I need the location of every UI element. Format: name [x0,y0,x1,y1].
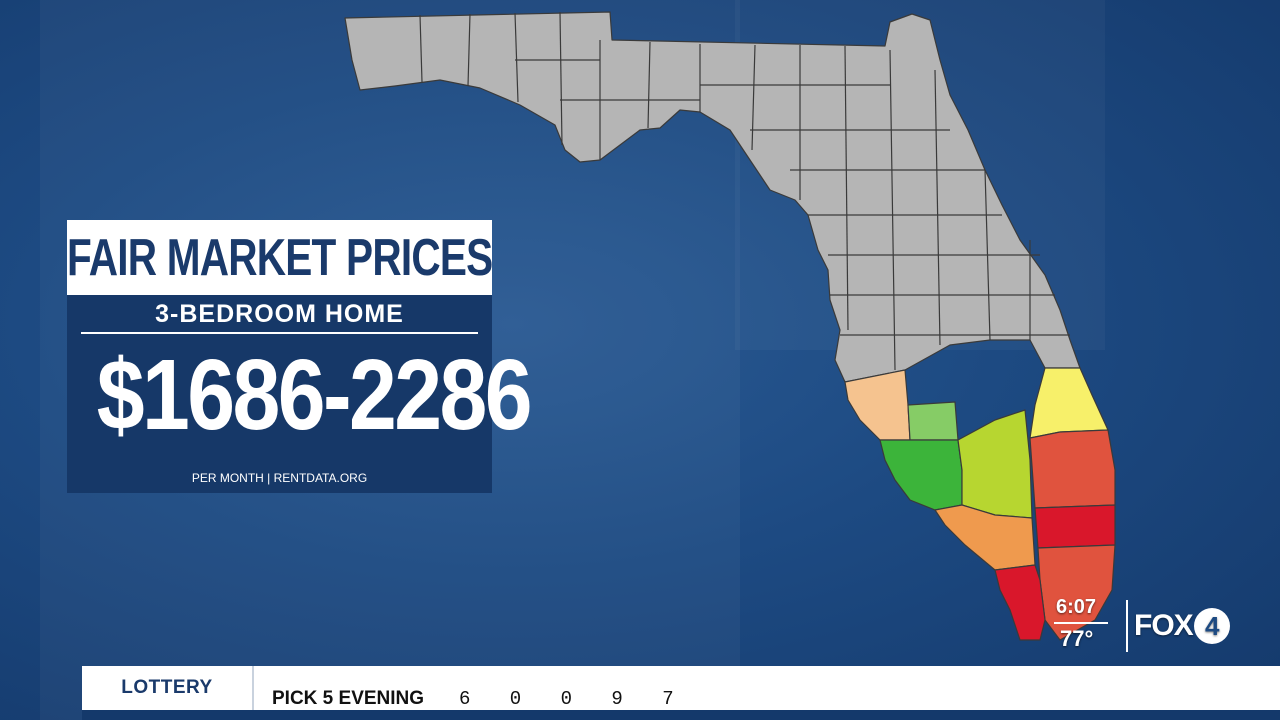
graphic-title: FAIR MARKET PRICES [66,228,493,287]
county-red-orange-north [1029,429,1116,509]
divider [81,332,478,334]
logo-number: 4 [1193,608,1230,644]
fair-market-graphic: FAIR MARKET PRICES 3-BEDROOM HOME $1686-… [66,220,533,493]
logo-text: FOX [1134,609,1194,642]
news-ticker: LOTTERY PICK 5 EVENING 6 0 0 9 7 [0,666,1280,720]
graphic-subtitle: 3-BEDROOM HOME [155,300,404,328]
florida-base [344,11,1081,383]
title-bar: FAIR MARKET PRICES [66,220,493,295]
bug-divider [1126,600,1128,652]
lottery-numbers: 6 0 0 9 7 [459,688,688,710]
price-range: $1686-2286 [96,339,533,451]
county-red [1034,504,1116,549]
bug-underline [1054,622,1108,624]
county-yellow [1029,367,1109,439]
county-red-southwest [994,564,1046,641]
ticker-body: PICK 5 EVENING 6 0 0 9 7 [254,666,1280,710]
source-note: PER MONTH | RENTDATA.ORG [191,471,368,485]
county-light-orange [844,369,911,441]
county-borders [419,11,1070,371]
county-yellow-green [957,409,1033,519]
ticker-label-box: LOTTERY [82,666,254,710]
station-logo: FOX 4 [1134,606,1230,646]
temperature: 77° [1060,626,1094,651]
ticker-underline [82,710,1280,720]
county-light-green [907,401,959,441]
county-green [879,439,963,511]
clock-time: 6:07 [1056,596,1097,618]
lottery-game: PICK 5 EVENING [272,688,425,709]
station-bug: 6:07 77° FOX 4 [1050,596,1250,658]
ticker-label: LOTTERY [121,677,213,698]
